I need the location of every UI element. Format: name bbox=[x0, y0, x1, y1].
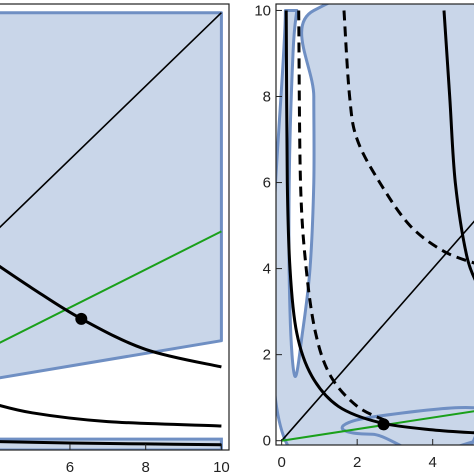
series-line-thick-black-2 bbox=[284, 10, 474, 435]
series-line-green-1 bbox=[0, 230, 222, 344]
x-tick-label: 4 bbox=[429, 454, 437, 471]
series-line-dashed-black-4 bbox=[297, 10, 389, 423]
x-tick-label: 8 bbox=[142, 459, 150, 474]
y-tick-label: 6 bbox=[263, 175, 271, 192]
series-line-thin-black-0 bbox=[281, 220, 474, 442]
y-tick-label: 10 bbox=[254, 2, 271, 19]
x-tick-label: 0 bbox=[277, 454, 285, 471]
left-plot-panel: 6 8 10 bbox=[0, 3, 230, 474]
right-plot-frame bbox=[275, 3, 474, 446]
intersection-point-0 bbox=[377, 418, 390, 431]
shaded-region bbox=[276, 4, 474, 445]
shaded-region bbox=[0, 11, 223, 380]
right-plot-area bbox=[276, 4, 474, 445]
x-tick-label: 2 bbox=[353, 454, 361, 471]
left-plot-area bbox=[0, 11, 223, 450]
series-line-dashed-black-5 bbox=[342, 10, 474, 265]
y-tick-label: 2 bbox=[263, 347, 271, 364]
series-line-thin-black-0 bbox=[0, 12, 222, 229]
series-line-thick-black-3 bbox=[0, 404, 222, 428]
y-tick-label: 0 bbox=[263, 433, 271, 450]
x-tick-label: 10 bbox=[213, 459, 230, 474]
right-plot-panel: 0 2 4 0 2 4 6 8 10 bbox=[254, 2, 474, 471]
left-plot-frame bbox=[0, 3, 230, 451]
series-line-thick-black-4 bbox=[0, 440, 222, 447]
x-tick-label: 6 bbox=[66, 459, 74, 474]
y-tick-label: 4 bbox=[263, 261, 271, 278]
series-line-thick-black-3 bbox=[442, 10, 474, 281]
y-tick-label: 8 bbox=[263, 89, 271, 106]
intersection-point-0 bbox=[75, 312, 88, 325]
